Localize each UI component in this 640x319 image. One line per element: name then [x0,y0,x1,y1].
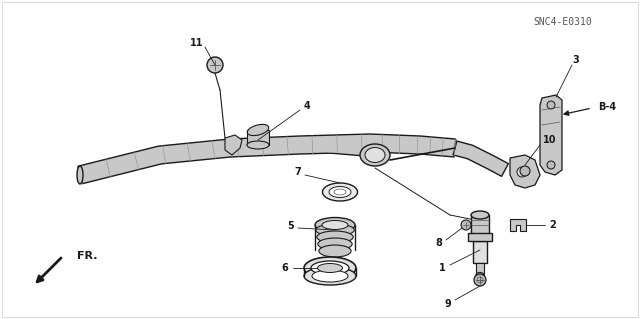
Circle shape [207,57,223,73]
Polygon shape [540,95,562,175]
Ellipse shape [476,272,484,278]
Polygon shape [510,219,526,231]
Text: 9: 9 [445,299,451,309]
Ellipse shape [247,141,269,149]
Ellipse shape [77,166,83,184]
Text: FR.: FR. [77,251,97,261]
Text: B-4: B-4 [598,102,616,112]
Text: 5: 5 [287,221,294,231]
FancyBboxPatch shape [468,233,492,241]
Ellipse shape [315,218,355,233]
Text: 6: 6 [282,263,289,273]
Text: 11: 11 [190,38,204,48]
Text: 2: 2 [550,220,556,230]
Text: 4: 4 [303,101,310,111]
Text: SNC4-E0310: SNC4-E0310 [534,17,593,27]
Ellipse shape [316,224,355,236]
Text: 3: 3 [573,55,579,65]
Circle shape [547,161,555,169]
Circle shape [474,274,486,286]
Circle shape [461,220,471,230]
Text: 7: 7 [294,167,301,177]
Ellipse shape [304,267,356,285]
Ellipse shape [304,257,356,279]
FancyBboxPatch shape [476,263,484,275]
Circle shape [547,101,555,109]
Text: 1: 1 [438,263,445,273]
Ellipse shape [365,147,385,162]
Ellipse shape [322,220,348,229]
Ellipse shape [517,167,527,177]
Ellipse shape [247,124,269,136]
Ellipse shape [312,270,348,282]
Ellipse shape [318,238,352,250]
Ellipse shape [319,245,351,257]
Ellipse shape [317,263,342,272]
FancyBboxPatch shape [471,215,489,235]
FancyBboxPatch shape [473,241,487,263]
Text: 8: 8 [436,238,442,248]
Polygon shape [225,135,242,155]
Ellipse shape [311,261,349,275]
Ellipse shape [317,231,353,243]
Text: 10: 10 [543,135,557,145]
Polygon shape [510,155,540,188]
Ellipse shape [360,144,390,166]
Ellipse shape [329,187,351,197]
FancyBboxPatch shape [247,130,269,145]
Polygon shape [78,134,456,184]
Polygon shape [453,141,508,176]
Circle shape [520,166,530,176]
Ellipse shape [471,211,489,219]
Ellipse shape [323,183,358,201]
